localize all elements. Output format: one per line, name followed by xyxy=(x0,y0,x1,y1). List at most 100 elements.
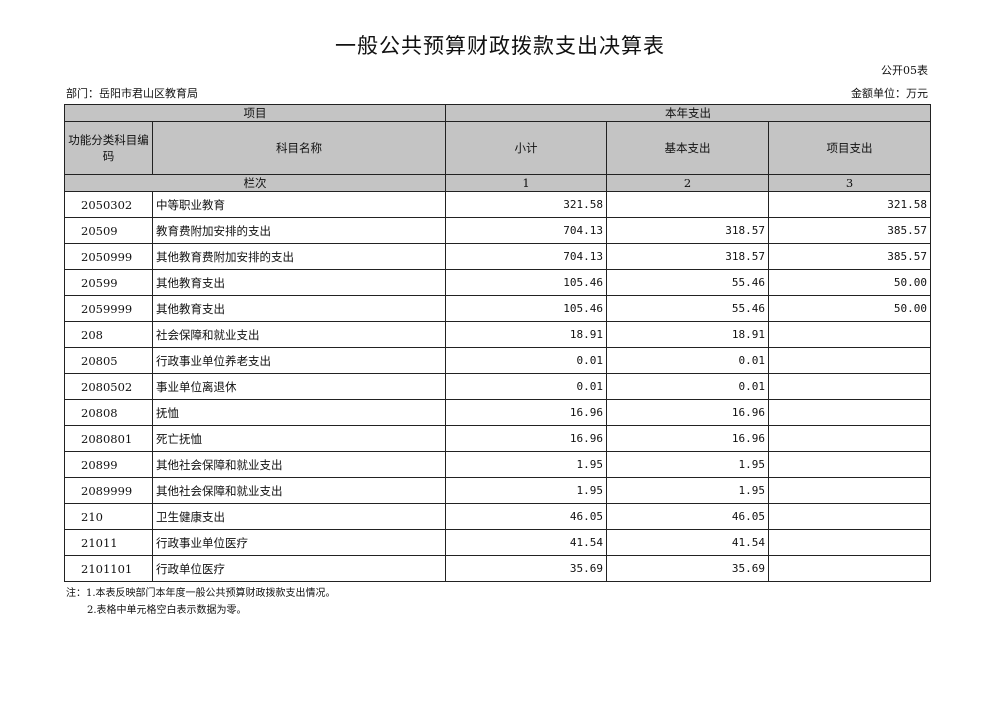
cell-basic: 1.95 xyxy=(606,451,769,478)
cell-basic: 16.96 xyxy=(606,399,769,426)
cell-subtotal: 0.01 xyxy=(445,347,607,374)
cell-name: 其他社会保障和就业支出 xyxy=(152,477,446,504)
cell-project xyxy=(767,555,932,582)
cell-code: 20509 xyxy=(64,217,153,244)
header-item: 项目 xyxy=(64,104,446,122)
cell-basic: 318.57 xyxy=(606,217,769,244)
header-subtotal: 小计 xyxy=(445,121,607,175)
cell-subtotal: 18.91 xyxy=(445,321,607,348)
cell-basic: 55.46 xyxy=(606,269,769,296)
cell-project: 385.57 xyxy=(767,243,932,270)
cell-subtotal: 704.13 xyxy=(445,243,607,270)
table-row: 21011 行政事业单位医疗 41.54 41.54 xyxy=(64,529,932,556)
cell-code: 2059999 xyxy=(64,295,153,322)
cell-name: 事业单位离退休 xyxy=(152,373,446,400)
table-row: 2080801 死亡抚恤 16.96 16.96 xyxy=(64,425,932,452)
table-row: 20509 教育费附加安排的支出 704.13 318.57 385.57 xyxy=(64,217,932,244)
cell-project xyxy=(767,347,932,374)
cell-code: 20899 xyxy=(64,451,153,478)
cell-name: 卫生健康支出 xyxy=(152,503,446,530)
cell-basic: 18.91 xyxy=(606,321,769,348)
cell-code: 2050999 xyxy=(64,243,153,270)
cell-subtotal: 704.13 xyxy=(445,217,607,244)
cell-subtotal: 0.01 xyxy=(445,373,607,400)
header-current-year: 本年支出 xyxy=(444,104,932,122)
cell-name: 行政事业单位养老支出 xyxy=(152,347,446,374)
department-label: 部门：岳阳市君山区教育局 xyxy=(66,87,198,100)
cell-basic: 46.05 xyxy=(606,503,769,530)
cell-basic: 35.69 xyxy=(606,555,769,582)
cell-project xyxy=(767,529,932,556)
header-col1: 1 xyxy=(445,174,607,192)
cell-basic: 16.96 xyxy=(606,425,769,452)
cell-name: 教育费附加安排的支出 xyxy=(152,217,446,244)
cell-subtotal: 321.58 xyxy=(445,191,607,218)
cell-code: 2080502 xyxy=(64,373,153,400)
cell-name: 社会保障和就业支出 xyxy=(152,321,446,348)
cell-name: 行政单位医疗 xyxy=(152,555,446,582)
cell-subtotal: 35.69 xyxy=(445,555,607,582)
cell-basic xyxy=(606,191,769,218)
sheet-body: 项目 本年支出 功能分类科目编码 科目名称 小计 基本支出 项目支出 栏次 1 … xyxy=(64,104,932,619)
cell-project xyxy=(767,399,932,426)
cell-project xyxy=(767,503,932,530)
cell-project xyxy=(767,425,932,452)
header-project: 项目支出 xyxy=(767,121,932,175)
cell-code: 20805 xyxy=(64,347,153,374)
cell-code: 20808 xyxy=(64,399,153,426)
cell-basic: 318.57 xyxy=(606,243,769,270)
table-row: 2101101 行政单位医疗 35.69 35.69 xyxy=(64,555,932,582)
header-basic: 基本支出 xyxy=(606,121,769,175)
cell-code: 208 xyxy=(64,321,153,348)
header-code: 功能分类科目编码 xyxy=(64,121,153,175)
cell-subtotal: 16.96 xyxy=(445,399,607,426)
cell-subtotal: 16.96 xyxy=(445,425,607,452)
note-2: 2.表格中单元格空白表示数据为零。 xyxy=(87,605,247,616)
cell-code: 2101101 xyxy=(64,555,153,582)
table-row: 20805 行政事业单位养老支出 0.01 0.01 xyxy=(64,347,932,374)
cell-name: 其他教育支出 xyxy=(152,295,446,322)
cell-code: 2080801 xyxy=(64,425,153,452)
header-row-2: 功能分类科目编码 科目名称 小计 基本支出 项目支出 xyxy=(64,121,932,175)
header-row-1: 项目 本年支出 xyxy=(64,104,932,122)
cell-project xyxy=(767,451,932,478)
table-row: 2050999 其他教育费附加安排的支出 704.13 318.57 385.57 xyxy=(64,243,932,270)
cell-basic: 1.95 xyxy=(606,477,769,504)
cell-subtotal: 1.95 xyxy=(445,477,607,504)
cell-code: 20599 xyxy=(64,269,153,296)
cell-project: 385.57 xyxy=(767,217,932,244)
cell-name: 行政事业单位医疗 xyxy=(152,529,446,556)
table-row: 20808 抚恤 16.96 16.96 xyxy=(64,399,932,426)
sheet-number: 公开05表 xyxy=(881,64,928,77)
amount-unit-label: 金额单位：万元 xyxy=(851,87,928,100)
cell-code: 210 xyxy=(64,503,153,530)
table-row: 2080502 事业单位离退休 0.01 0.01 xyxy=(64,373,932,400)
cell-basic: 0.01 xyxy=(606,347,769,374)
table-row: 20599 其他教育支出 105.46 55.46 50.00 xyxy=(64,269,932,296)
cell-basic: 41.54 xyxy=(606,529,769,556)
header-name: 科目名称 xyxy=(152,121,446,175)
table-row: 2059999 其他教育支出 105.46 55.46 50.00 xyxy=(64,295,932,322)
cell-name: 其他教育费附加安排的支出 xyxy=(152,243,446,270)
table-row: 208 社会保障和就业支出 18.91 18.91 xyxy=(64,321,932,348)
expenditure-table: 项目 本年支出 功能分类科目编码 科目名称 小计 基本支出 项目支出 栏次 1 … xyxy=(64,104,932,582)
cell-name: 死亡抚恤 xyxy=(152,425,446,452)
header-column-order: 栏次 xyxy=(64,174,446,192)
cell-project xyxy=(767,321,932,348)
cell-basic: 55.46 xyxy=(606,295,769,322)
cell-project xyxy=(767,373,932,400)
cell-name: 其他教育支出 xyxy=(152,269,446,296)
table-row: 2050302 中等职业教育 321.58 321.58 xyxy=(64,191,932,218)
cell-name: 中等职业教育 xyxy=(152,191,446,218)
cell-project xyxy=(767,477,932,504)
cell-subtotal: 41.54 xyxy=(445,529,607,556)
page-title: 一般公共预算财政拨款支出决算表 xyxy=(335,34,665,58)
header-row-3: 栏次 1 2 3 xyxy=(64,174,932,192)
cell-project: 50.00 xyxy=(767,269,932,296)
cell-code: 2089999 xyxy=(64,477,153,504)
cell-name: 其他社会保障和就业支出 xyxy=(152,451,446,478)
cell-subtotal: 1.95 xyxy=(445,451,607,478)
cell-basic: 0.01 xyxy=(606,373,769,400)
notes: 注：1.本表反映部门本年度一般公共预算财政拨款支出情况。 2.表格中单元格空白表… xyxy=(64,585,930,619)
table-row: 20899 其他社会保障和就业支出 1.95 1.95 xyxy=(64,451,932,478)
